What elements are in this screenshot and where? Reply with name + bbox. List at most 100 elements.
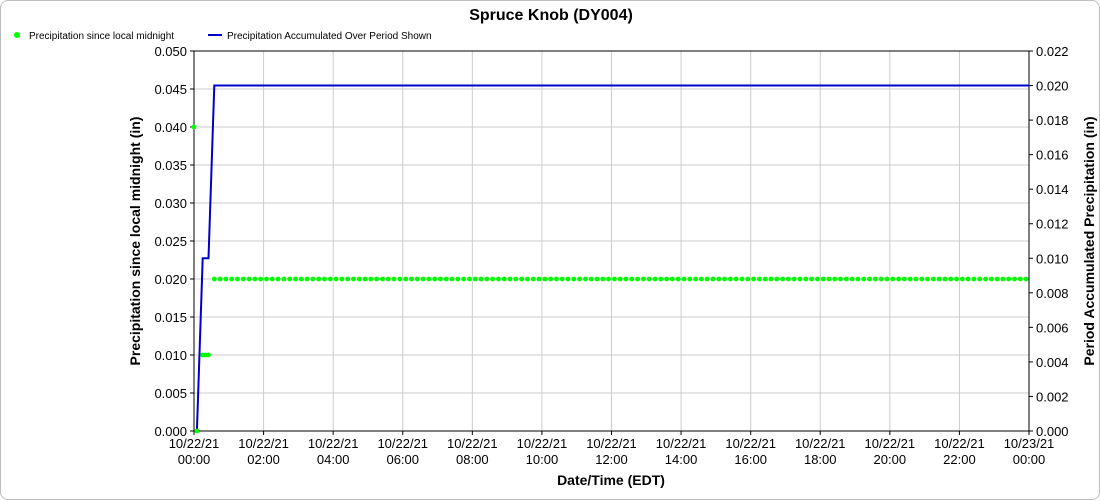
midnight-precip-point [994,276,1000,282]
midnight-precip-point [229,276,235,282]
midnight-precip-point [554,276,559,282]
midnight-precip-point [988,276,994,282]
y-left-tick-label: 0.030 [154,196,187,211]
x-tick-label-time: 10:00 [526,452,559,467]
midnight-precip-point [930,276,936,282]
x-tick-label-date: 10/22/21 [586,436,637,451]
midnight-precip-point [240,276,246,282]
midnight-precip-point [832,276,838,282]
midnight-precip-point [194,428,200,434]
y-left-tick-label: 0.035 [154,158,187,173]
midnight-precip-point [293,276,298,282]
x-tick-label-date: 10/22/21 [795,436,846,451]
midnight-precip-point [623,276,629,282]
midnight-precip-point [640,276,646,282]
midnight-precip-point [426,276,432,282]
midnight-precip-point [374,276,380,282]
x-tick-label-time: 12:00 [595,452,628,467]
chart-title: Spruce Knob (DY004) [469,7,633,24]
midnight-precip-point [345,276,351,282]
midnight-precip-point [577,276,583,282]
x-tick-label-date: 10/23/21 [1004,436,1055,451]
y-left-tick-label: 0.015 [154,310,187,325]
midnight-precip-point [235,276,240,282]
y-left-tick-label: 0.020 [154,272,187,287]
midnight-precip-point [217,276,223,282]
midnight-precip-point [617,276,623,282]
midnight-precip-point [327,276,333,282]
x-tick-label-date: 10/22/21 [308,436,359,451]
y-axis-right: 0.000 0.002 0.004 0.006 0.008 0.010 0.012 0.014… [1029,44,1069,439]
midnight-precip-point [432,276,438,282]
x-axis: 10/22/2100:0010/22/2102:0010/22/2104:001… [169,431,1055,467]
midnight-precip-point [397,276,403,282]
midnight-precip-point [901,276,907,282]
series-midnight [191,124,1029,434]
midnight-precip-point [368,276,374,282]
midnight-precip-point [1000,276,1006,282]
midnight-precip-point [820,276,826,282]
midnight-precip-point [461,276,467,282]
midnight-precip-point [919,276,925,282]
midnight-precip-point [438,276,443,282]
midnight-precip-point [971,276,977,282]
y-left-tick-label: 0.040 [154,120,187,135]
midnight-precip-point [675,276,681,282]
x-tick-label-date: 10/22/21 [169,436,220,451]
y-axis-left-label: Precipitation since local midnight (in) [127,117,143,366]
midnight-precip-point [281,276,287,282]
x-tick-label-time: 16:00 [734,452,767,467]
y-right-tick-label: 0.020 [1036,79,1069,94]
midnight-precip-point [698,276,704,282]
midnight-precip-point [548,276,554,282]
midnight-precip-point [977,276,983,282]
x-tick-label-time: 22:00 [943,452,976,467]
midnight-precip-point [652,276,658,282]
midnight-precip-point [403,276,409,282]
midnight-precip-point [727,276,733,282]
y-right-tick-label: 0.012 [1036,217,1069,232]
x-tick-label-time: 06:00 [386,452,419,467]
midnight-precip-point [339,276,345,282]
midnight-precip-point [814,276,820,282]
y-axis-left: 0.000 0.005 0.010 0.015 0.020 0.025 0.030 0.035… [154,44,194,439]
midnight-precip-point [890,276,896,282]
midnight-precip-point [606,276,612,282]
midnight-precip-point [443,276,449,282]
midnight-precip-point [351,276,356,282]
midnight-precip-point [478,276,484,282]
midnight-precip-point [362,276,368,282]
midnight-precip-point [455,276,461,282]
midnight-precip-point [913,276,919,282]
midnight-precip-point [269,276,275,282]
midnight-precip-point [583,276,588,282]
midnight-precip-point [791,276,797,282]
midnight-precip-point [1017,276,1023,282]
midnight-precip-point [878,276,884,282]
midnight-precip-point [559,276,565,282]
midnight-precip-point [693,276,698,282]
x-tick-label-time: 14:00 [665,452,698,467]
midnight-precip-point [803,276,809,282]
midnight-precip-point [467,276,472,282]
midnight-precip-point [797,276,803,282]
midnight-precip-point [774,276,780,282]
midnight-precip-point [600,276,606,282]
midnight-precip-point [264,276,269,282]
midnight-precip-point [472,276,478,282]
midnight-precip-point [496,276,501,282]
y-axis-right-label: Period Accumulated Precipitation (in) [1081,116,1097,365]
midnight-precip-point [872,276,878,282]
x-tick-label-date: 10/22/21 [725,436,776,451]
midnight-precip-point [1023,276,1029,282]
midnight-precip-point [629,276,635,282]
midnight-precip-point [669,276,675,282]
y-right-tick-label: 0.004 [1036,355,1069,370]
midnight-precip-point [1012,276,1017,282]
midnight-precip-point [507,276,513,282]
midnight-precip-point [710,276,716,282]
y-right-tick-label: 0.016 [1036,148,1069,163]
midnight-precip-point [965,276,971,282]
midnight-precip-point [635,276,640,282]
accumulated-precip-line [195,84,1029,432]
